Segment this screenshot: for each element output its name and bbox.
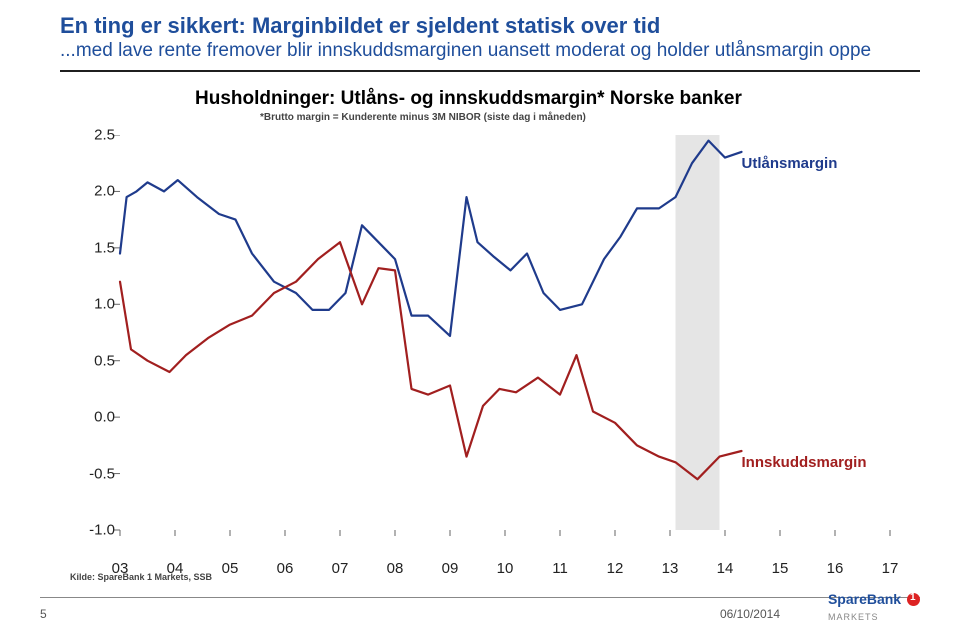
line-chart: 2.52.01.51.00.50.0-0.5-1.003040506070809… — [60, 135, 900, 555]
x-tick-label: 14 — [717, 560, 734, 577]
y-tick-label: 0.0 — [85, 409, 115, 426]
y-tick-label: -0.5 — [85, 465, 115, 482]
logo-icon — [907, 593, 920, 606]
logo-sub: MARKETS — [828, 612, 879, 622]
title-rule — [60, 70, 920, 72]
y-tick-label: -1.0 — [85, 522, 115, 539]
footer-date: 06/10/2014 — [720, 607, 780, 621]
chart-svg — [60, 135, 900, 555]
source-label: Kilde: SpareBank 1 Markets, SSB — [70, 572, 212, 582]
y-tick-label: 2.5 — [85, 127, 115, 144]
x-tick-label: 13 — [662, 560, 679, 577]
x-tick-label: 11 — [552, 560, 568, 577]
series-label: Utlånsmargin — [742, 155, 838, 172]
y-tick-label: 1.5 — [85, 239, 115, 256]
chart-subtitle: *Brutto margin = Kunderente minus 3M NIB… — [260, 112, 586, 123]
x-tick-label: 15 — [772, 560, 789, 577]
x-tick-label: 07 — [332, 560, 349, 577]
x-tick-label: 17 — [882, 560, 899, 577]
x-tick-label: 05 — [222, 560, 239, 577]
footer: 5 06/10/2014 SpareBank MARKETS — [0, 597, 960, 627]
y-tick-label: 2.0 — [85, 183, 115, 200]
logo: SpareBank MARKETS — [828, 591, 920, 623]
x-tick-label: 08 — [387, 560, 404, 577]
logo-main: SpareBank — [828, 591, 901, 607]
x-tick-label: 12 — [607, 560, 624, 577]
page-number: 5 — [40, 607, 47, 621]
page-subtitle: ...med lave rente fremover blir innskudd… — [60, 40, 871, 62]
footer-rule — [40, 597, 920, 598]
slide: { "header": { "title": "En ting er sikke… — [0, 0, 960, 627]
y-tick-label: 0.5 — [85, 352, 115, 369]
x-tick-label: 16 — [827, 560, 844, 577]
x-tick-label: 10 — [497, 560, 514, 577]
y-tick-label: 1.0 — [85, 296, 115, 313]
x-tick-label: 06 — [277, 560, 294, 577]
x-tick-label: 09 — [442, 560, 459, 577]
series-label: Innskuddsmargin — [742, 454, 867, 471]
chart-title: Husholdninger: Utlåns- og innskuddsmargi… — [195, 88, 742, 110]
page-title: En ting er sikkert: Marginbildet er sjel… — [60, 12, 660, 40]
